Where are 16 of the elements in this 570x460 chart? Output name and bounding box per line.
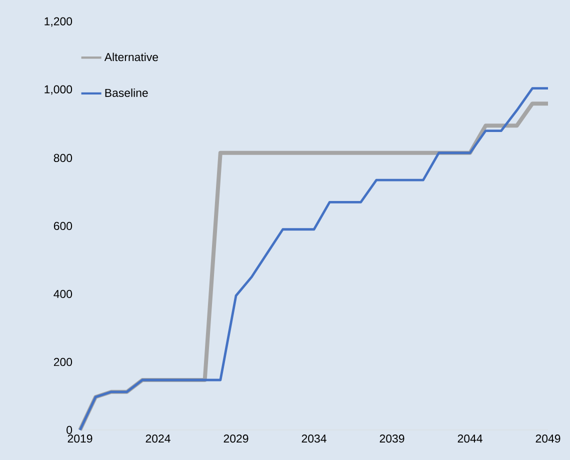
y-tick-label: 1,200 [44, 17, 72, 27]
x-tick-label: 2019 [68, 434, 92, 443]
y-tick-label: 0 [66, 426, 72, 434]
x-tick-label: 2029 [224, 434, 248, 443]
y-tick-label: 200 [54, 358, 72, 366]
x-tick-label: 2049 [536, 434, 560, 443]
x-tick-label: 2034 [302, 434, 326, 443]
x-tick-label: 2024 [146, 434, 170, 443]
y-tick-label: 600 [54, 222, 72, 230]
legend-label: Baseline [105, 88, 148, 97]
x-tick-label: 2044 [458, 434, 482, 443]
x-tick-label: 2039 [380, 434, 404, 443]
y-tick-label: 1,000 [44, 85, 72, 95]
y-tick-label: 800 [54, 154, 72, 162]
legend-label: Alternative [104, 52, 158, 62]
y-tick-label: 400 [54, 290, 72, 298]
